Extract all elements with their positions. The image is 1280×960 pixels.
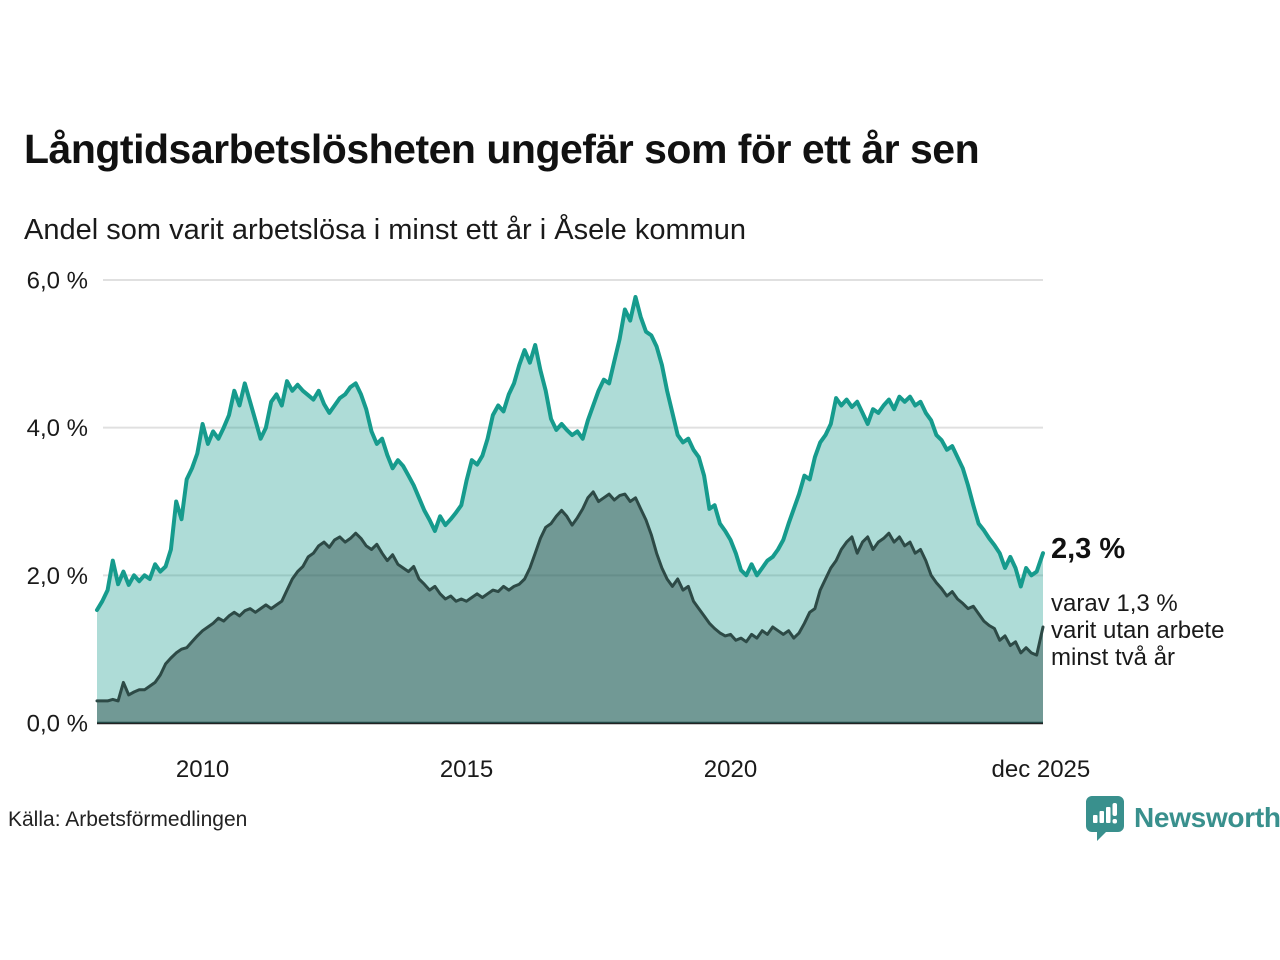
- x-tick-label: dec 2025: [992, 756, 1091, 783]
- y-tick-label: 0,0 %: [27, 711, 88, 738]
- y-tick-label: 2,0 %: [27, 563, 88, 590]
- y-tick-label: 4,0 %: [27, 415, 88, 442]
- x-tick-label: 2010: [176, 756, 229, 783]
- y-tick-label: 6,0 %: [27, 268, 88, 295]
- source-credit: Källa: Arbetsförmedlingen: [8, 808, 248, 831]
- x-tick-label: 2020: [704, 756, 757, 783]
- series-1-area: [97, 297, 1043, 723]
- series-2-line: [95, 490, 1045, 703]
- latest-value-label: 2,3 %: [1051, 533, 1126, 565]
- x-tick-label: 2015: [440, 756, 493, 783]
- annotation-line-1: varav 1,3 %: [1051, 590, 1178, 617]
- newsworthy-wordmark: Newsworthy: [1134, 802, 1280, 833]
- annotation-line-2: varit utan arbete: [1051, 617, 1225, 644]
- newsworthy-logo-icon: [1086, 796, 1124, 841]
- page-title: Långtidsarbetslösheten ungefär som för e…: [24, 126, 980, 172]
- secondary-series-annotation: varav 1,3 % varit utan arbete minst två …: [1051, 590, 1224, 671]
- newsworthy-logo[interactable]: Newsworthy: [1085, 795, 1280, 841]
- chart-subtitle: Andel som varit arbetslösa i minst ett å…: [24, 214, 747, 246]
- series-2-area: [97, 491, 1043, 723]
- series-1-line: [95, 295, 1045, 612]
- annotation-line-3: minst två år: [1051, 644, 1176, 671]
